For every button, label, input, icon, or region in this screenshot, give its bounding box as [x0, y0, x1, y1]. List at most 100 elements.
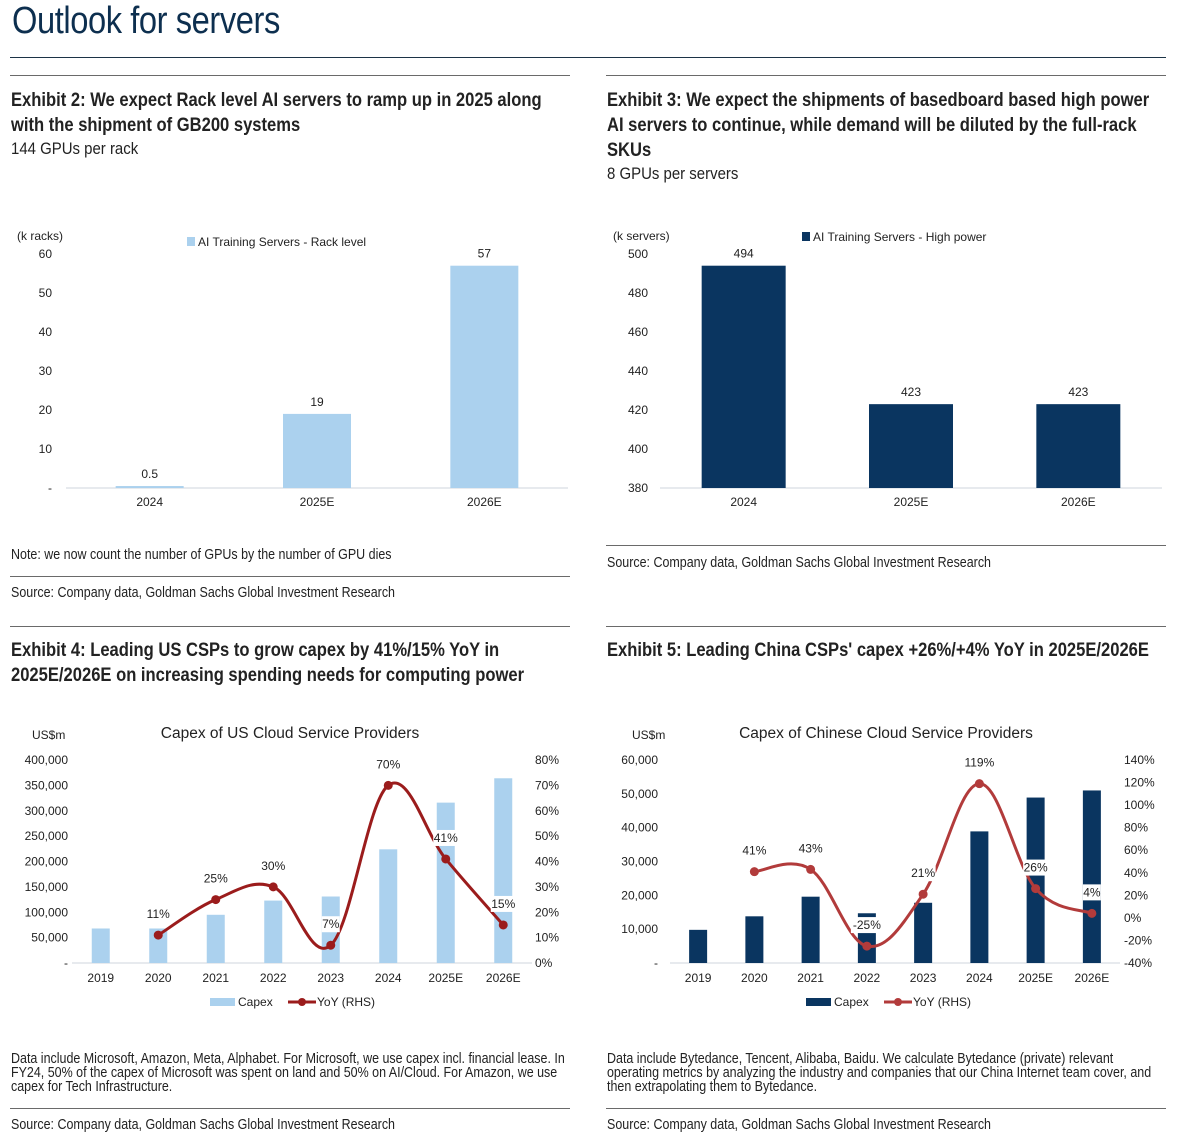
y-tick-label: 200,000 — [25, 855, 69, 869]
y-tick-label: 460 — [628, 325, 648, 339]
y-tick-label: - — [654, 956, 658, 970]
bar — [801, 896, 820, 963]
exhibit-note: Data include Bytedance, Tencent, Alibaba… — [607, 1051, 1152, 1095]
data-label-bg — [433, 829, 459, 846]
data-label: 43% — [799, 841, 823, 855]
y2-tick-label: 70% — [535, 778, 559, 792]
exhibit-subtitle: 8 GPUs per servers — [607, 164, 739, 183]
divider — [606, 626, 1166, 627]
y2-tick-label: 20% — [1124, 888, 1148, 902]
x-tick-label: 2021 — [797, 971, 824, 985]
y-tick-label: 50,000 — [31, 931, 68, 945]
x-tick-label: 2026E — [1061, 495, 1096, 509]
data-label: 41% — [742, 844, 766, 858]
bar — [206, 914, 225, 963]
x-tick-label: 2019 — [87, 971, 114, 985]
yoy-point — [383, 780, 393, 790]
x-tick-label: 2025E — [894, 495, 929, 509]
y-axis-unit-label: (k racks) — [17, 229, 63, 243]
exhibit-source: Source: Company data, Goldman Sachs Glob… — [11, 1117, 396, 1133]
y2-tick-label: 140% — [1124, 753, 1155, 767]
y-axis-unit-label: US$m — [632, 728, 665, 742]
y2-tick-label: 120% — [1124, 776, 1155, 790]
legend-label: YoY (RHS) — [317, 995, 375, 1009]
bar — [379, 849, 398, 963]
x-tick-label: 2024 — [966, 971, 993, 985]
data-label: 25% — [204, 872, 228, 886]
bar — [91, 928, 110, 963]
divider — [606, 75, 1166, 76]
y-tick-label: 10 — [39, 442, 53, 456]
data-label: 11% — [147, 907, 170, 921]
x-tick-label: 2025E — [1018, 971, 1053, 985]
yoy-point — [441, 854, 451, 864]
y-tick-label: 150,000 — [25, 880, 69, 894]
y-axis-unit-label: (k servers) — [613, 229, 670, 243]
yoy-point — [268, 882, 278, 892]
exhibit-subtitle: 144 GPUs per rack — [11, 139, 139, 158]
legend-marker-yoy — [894, 998, 902, 1006]
x-tick-label: 2026E — [486, 971, 521, 985]
data-label: 119% — [964, 756, 994, 770]
x-tick-label: 2026E — [1075, 971, 1110, 985]
legend: Capex YoY (RHS) — [806, 995, 971, 1009]
exhibit-title: Exhibit 4: Leading US CSPs to grow capex… — [11, 639, 525, 686]
divider — [606, 1108, 1166, 1109]
x-tick-label: 2022 — [260, 971, 287, 985]
y-tick-label: - — [64, 956, 68, 970]
divider — [10, 75, 570, 76]
legend-label: AI Training Servers - High power — [813, 230, 986, 244]
yoy-point — [1031, 884, 1041, 894]
data-label-bg — [203, 870, 229, 887]
legend-label: YoY (RHS) — [913, 995, 971, 1009]
exhibit-title: Exhibit 3: We expect the shipments of ba… — [607, 89, 1150, 161]
x-tick-label: 2021 — [202, 971, 229, 985]
data-label-bg — [321, 916, 340, 933]
bar — [869, 404, 953, 488]
y-tick-label: 20 — [39, 403, 53, 417]
legend-marker-yoy — [298, 998, 306, 1006]
x-tick-label: 2020 — [741, 971, 768, 985]
y-axis-unit-label: US$m — [32, 728, 65, 742]
x-tick-label: 2019 — [685, 971, 712, 985]
bar — [264, 900, 283, 963]
data-label: 0.5 — [141, 467, 158, 481]
page-title: Outlook for servers — [12, 0, 280, 42]
data-label: 423 — [901, 385, 921, 399]
legend-label: Capex — [834, 995, 869, 1009]
x-tick-label: 2022 — [854, 971, 881, 985]
exhibit-title: Exhibit 2: We expect Rack level AI serve… — [11, 89, 542, 136]
data-label-bg — [741, 842, 767, 859]
y2-tick-label: 80% — [535, 753, 559, 767]
y-tick-label: - — [48, 481, 52, 495]
x-tick-label: 2020 — [145, 971, 172, 985]
y2-tick-label: 40% — [535, 855, 559, 869]
y-tick-label: 30 — [39, 364, 53, 378]
y-tick-label: 400 — [628, 442, 648, 456]
divider — [10, 576, 570, 577]
y2-tick-label: 0% — [535, 956, 553, 970]
y-tick-label: 40 — [39, 325, 53, 339]
bar — [115, 486, 184, 488]
y-tick-label: 300,000 — [25, 804, 69, 818]
y-tick-label: 20,000 — [621, 888, 658, 902]
data-label: 30% — [261, 859, 285, 873]
legend-swatch-capex — [210, 998, 235, 1006]
y2-tick-label: 20% — [535, 905, 559, 919]
y2-tick-label: 40% — [1124, 866, 1148, 880]
data-label: 21% — [911, 866, 935, 880]
data-label: 57 — [478, 247, 492, 261]
yoy-point — [918, 889, 928, 899]
data-label: 494 — [734, 247, 754, 261]
legend: AI Training Servers - High power — [802, 230, 986, 244]
bar — [745, 916, 764, 963]
legend-swatch-capex — [806, 998, 831, 1006]
divider — [606, 545, 1166, 546]
yoy-point — [749, 867, 759, 877]
legend-swatch — [187, 237, 195, 246]
y2-tick-label: 30% — [535, 880, 559, 894]
y2-tick-label: 60% — [535, 804, 559, 818]
y-tick-label: 440 — [628, 364, 648, 378]
data-label: 7% — [322, 917, 340, 931]
y2-tick-label: 60% — [1124, 843, 1148, 857]
